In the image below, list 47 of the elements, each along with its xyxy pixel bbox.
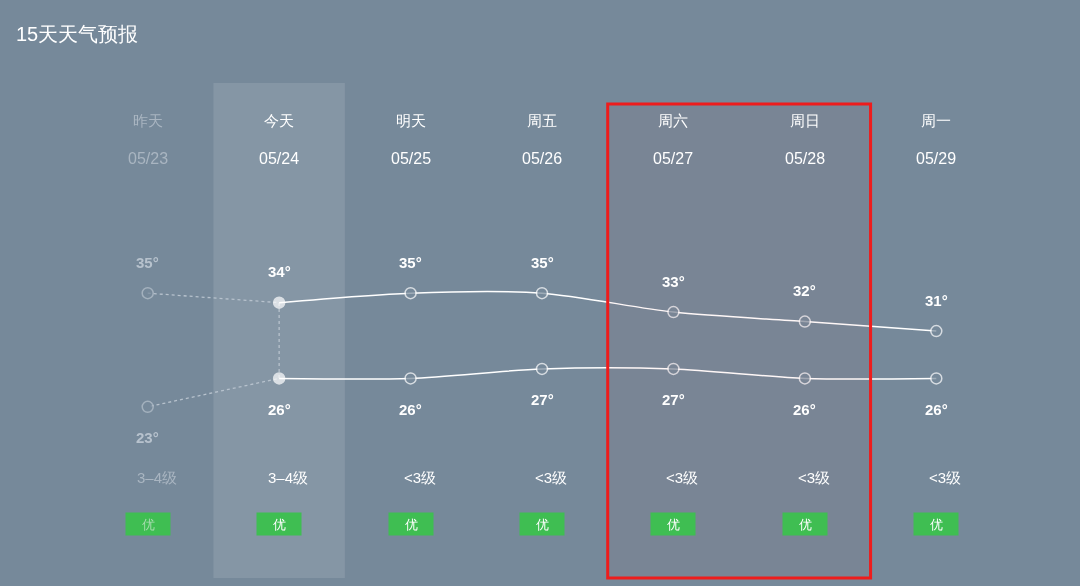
point — [141, 286, 154, 300]
category-label: 周五 05/26 — [522, 112, 563, 167]
data-label: 23° — [136, 429, 159, 446]
category-label: 明天 05/25 — [391, 112, 432, 167]
text: 3–4级 — [268, 469, 309, 486]
data-label: 27° — [662, 391, 685, 408]
text: 优 — [272, 516, 286, 532]
text: 优 — [666, 516, 680, 532]
chart-title: 15天天气预报 — [16, 23, 139, 45]
data-label: 26° — [399, 401, 422, 418]
point — [535, 362, 549, 376]
point — [272, 372, 286, 385]
text: <3级 — [404, 469, 437, 486]
point — [535, 286, 549, 300]
category-label: 周日 05/28 — [785, 112, 826, 167]
point — [404, 372, 417, 385]
point — [930, 372, 943, 385]
category-label: 今天 05/24 — [259, 112, 300, 167]
data-label: 26° — [793, 401, 816, 418]
point — [798, 372, 812, 385]
text: <3级 — [666, 469, 699, 486]
text: <3级 — [798, 469, 831, 486]
point — [667, 305, 680, 319]
data-label: 32° — [793, 282, 816, 299]
point — [404, 286, 417, 300]
category-label: 周六 05/27 — [653, 112, 694, 167]
text: 优 — [404, 516, 418, 532]
data-label: 35° — [531, 254, 554, 271]
point — [272, 296, 286, 309]
data-label: 33° — [662, 273, 685, 290]
text: 优 — [798, 516, 812, 532]
point — [798, 315, 812, 328]
point — [930, 324, 943, 338]
category-label: 周一 05/29 — [916, 112, 957, 167]
data-label: 26° — [268, 401, 291, 418]
data-label: 35° — [136, 254, 159, 271]
data-label: 26° — [925, 401, 948, 418]
text: 优 — [141, 516, 155, 532]
data-label: 27° — [531, 391, 554, 408]
data-label: 31° — [925, 292, 948, 309]
text: <3级 — [535, 469, 568, 486]
text: <3级 — [929, 469, 962, 486]
data-label: 35° — [399, 254, 422, 271]
text: 优 — [929, 516, 943, 532]
text: 优 — [535, 516, 549, 532]
point — [667, 362, 680, 376]
data-label: 34° — [268, 263, 291, 280]
